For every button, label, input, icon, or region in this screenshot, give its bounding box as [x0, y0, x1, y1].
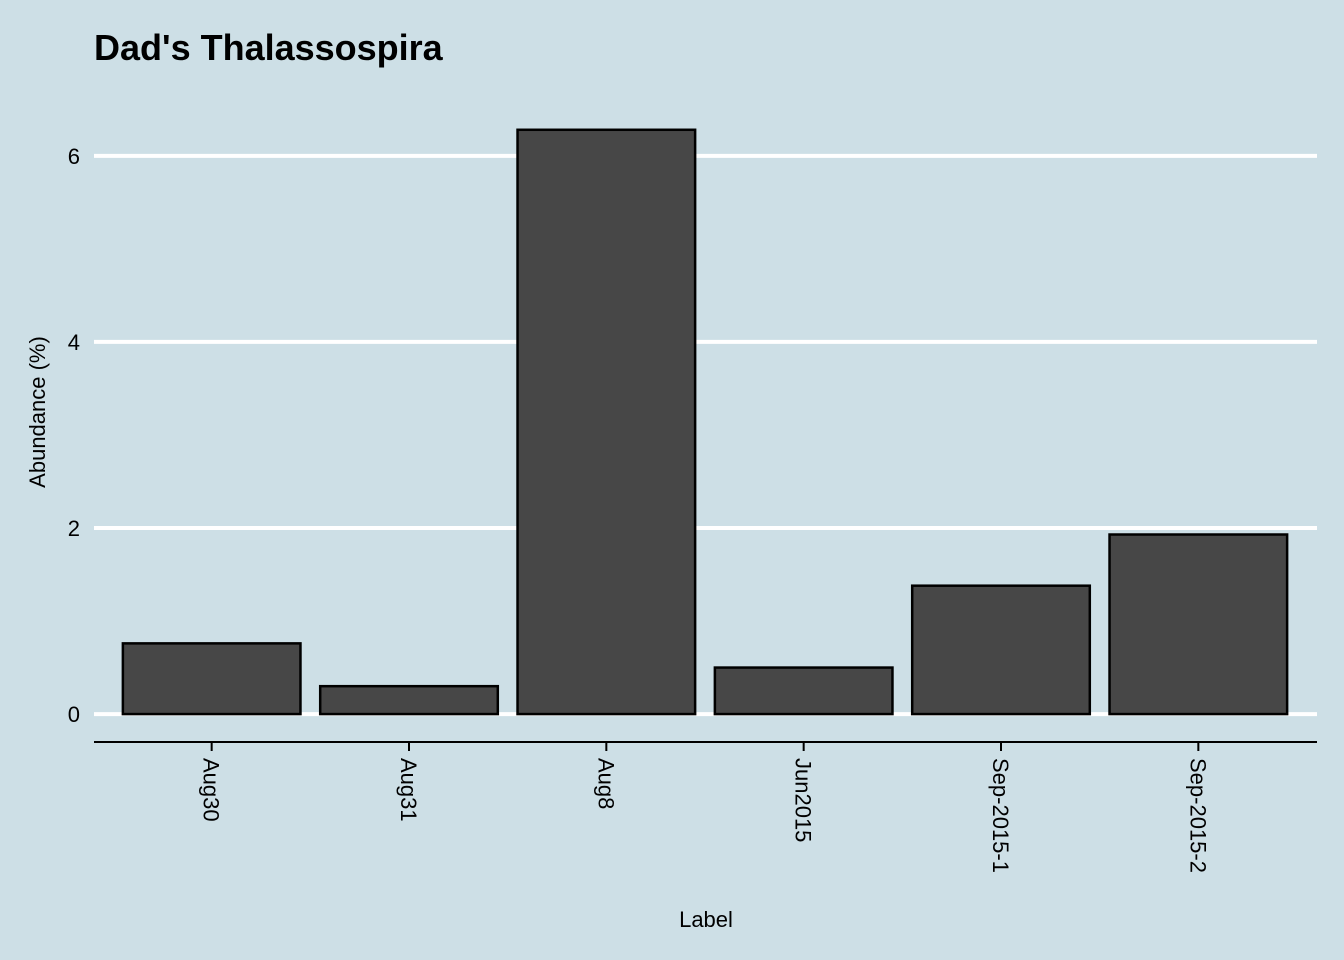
- x-tick-label: Sep-2015-2: [1185, 758, 1210, 873]
- x-tick-label: Jun2015: [791, 758, 816, 842]
- x-tick-label: Sep-2015-1: [988, 758, 1013, 873]
- y-tick-label: 2: [68, 516, 80, 541]
- bar-aug8: [516, 128, 697, 716]
- bar-jun2015: [713, 666, 894, 716]
- x-tick-label: Aug30: [199, 758, 224, 822]
- bar-sep-2015-1: [910, 584, 1092, 716]
- bars: [121, 128, 1289, 716]
- y-axis-title: Abundance (%): [25, 336, 50, 488]
- x-tick-label: Aug31: [396, 758, 421, 822]
- bar-sep-2015-2: [1108, 533, 1289, 716]
- x-axis-title: Label: [679, 907, 733, 932]
- y-tick-label: 0: [68, 702, 80, 727]
- y-tick-label: 6: [68, 144, 80, 169]
- bar-aug30: [121, 642, 302, 716]
- bar-aug31: [318, 684, 500, 716]
- x-tick-label: Aug8: [593, 758, 618, 809]
- chart-title: Dad's Thalassospira: [94, 27, 444, 68]
- y-tick-label: 4: [68, 330, 80, 355]
- axes: 0 2 4 6 Aug30 Aug31 Aug8 Jun2015 Sep-2015-1 Sep-2…: [68, 144, 1317, 873]
